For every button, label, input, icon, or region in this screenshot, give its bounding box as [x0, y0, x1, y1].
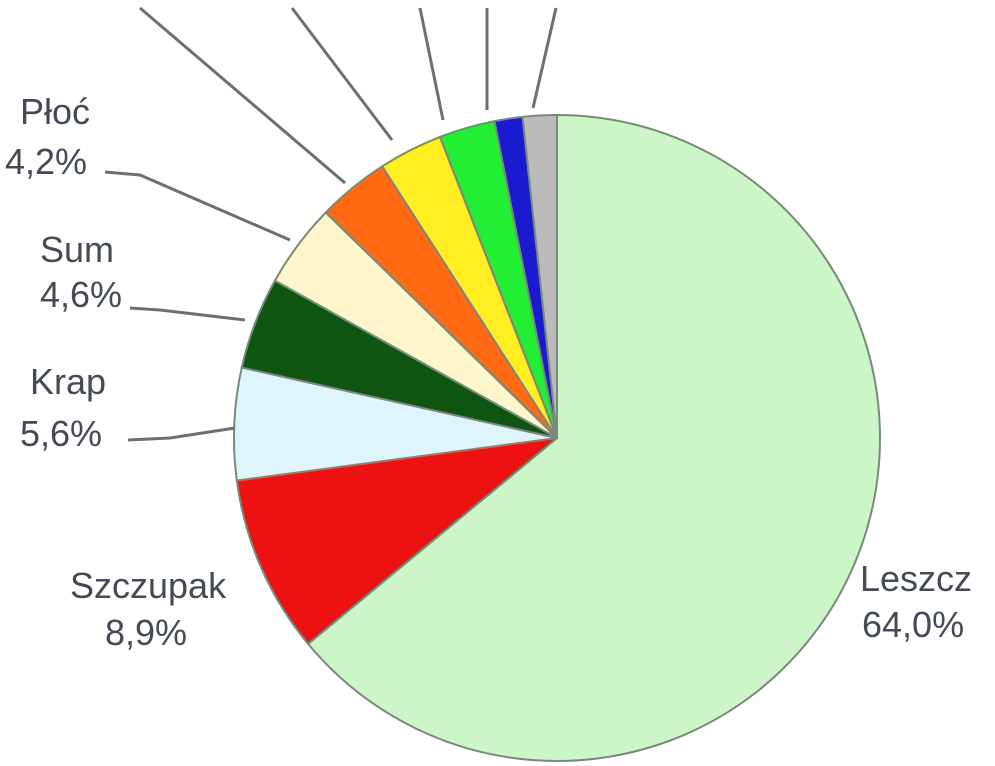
pie-slices — [233, 114, 881, 762]
label-szczupak-name: Szczupak — [70, 565, 227, 606]
label-szczupak-value: 8,9% — [105, 612, 187, 653]
label-krap-value: 5,6% — [20, 413, 102, 454]
label-ploc-name: Płoć — [20, 91, 90, 132]
label-leszcz-name: Leszcz — [860, 558, 972, 599]
pie-slice-unlabeled-9 — [521, 114, 558, 439]
leader-lines — [104, 6, 558, 442]
leader-line-top-5 — [531, 7, 558, 109]
leader-line-krap — [127, 426, 236, 442]
label-sum-value: 4,6% — [40, 274, 122, 315]
pie-slice-leszcz — [307, 114, 881, 762]
pie-slice-szczupak — [235, 437, 558, 645]
leader-line-top-3 — [418, 7, 445, 121]
label-ploc-value: 4,2% — [5, 141, 87, 182]
label-leszcz-value: 64,0% — [862, 604, 964, 645]
leader-line-top-1 — [139, 6, 346, 185]
label-krap-name: Krap — [30, 361, 106, 402]
leader-line-sum — [129, 306, 246, 322]
leader-line-top-2 — [290, 7, 394, 141]
leader-line-ploc — [104, 170, 291, 242]
label-sum-name: Sum — [40, 229, 114, 270]
